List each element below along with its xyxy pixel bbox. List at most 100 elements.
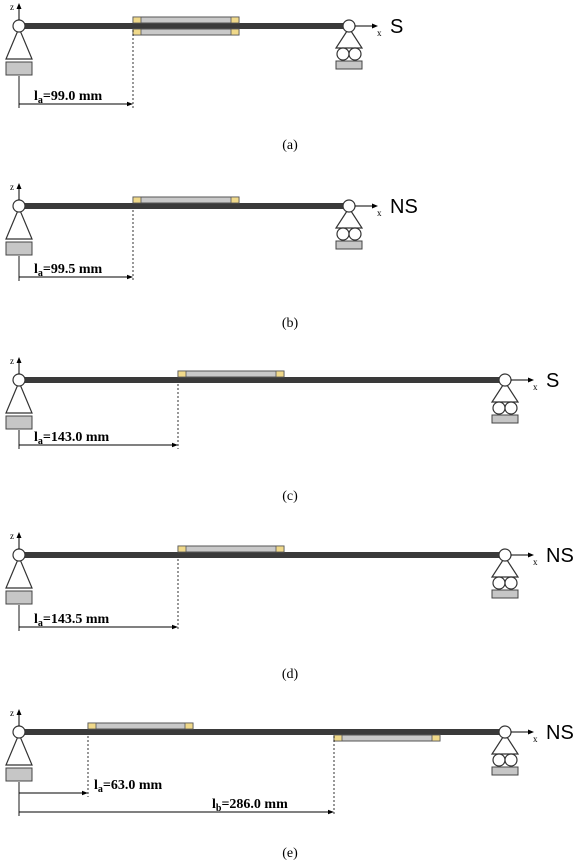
- patch-top: [132, 196, 240, 204]
- patch-bottom: [333, 734, 441, 742]
- panel-a: zx Sla=99.0 mm(a): [5, 2, 403, 153]
- dimension-arrowhead: [127, 274, 133, 280]
- pin-circle: [12, 19, 26, 33]
- ground-block: [491, 589, 519, 599]
- dimension-subscript: a: [38, 268, 43, 279]
- beam: [19, 552, 505, 558]
- patch-body: [177, 545, 285, 553]
- roller-circle: [504, 753, 518, 767]
- axes: zx: [10, 708, 538, 744]
- dimension-symbol: l: [34, 262, 38, 277]
- z-arrowhead: [16, 709, 22, 715]
- support-triangle: [5, 555, 33, 589]
- pin-circle: [498, 548, 512, 562]
- ground-block: [335, 60, 363, 70]
- support-triangle: [490, 555, 520, 578]
- roller-circle: [492, 576, 506, 590]
- dimension-arrowhead: [172, 442, 178, 448]
- patch-tab-right: [230, 28, 240, 36]
- roller-circle: [504, 401, 518, 415]
- support-triangle: [5, 26, 33, 60]
- x-arrowhead: [372, 203, 378, 209]
- panel-caption: (a): [282, 138, 298, 153]
- panel-caption: (b): [282, 316, 299, 331]
- roller-circle: [504, 576, 518, 590]
- ground-block: [5, 61, 33, 76]
- pin-support: [5, 548, 33, 605]
- ground-block: [491, 766, 519, 776]
- dimensions: la=143.0 mm: [18, 384, 179, 449]
- axes: zx: [10, 182, 382, 218]
- patch-tab-right: [184, 722, 194, 730]
- support-triangle: [5, 732, 33, 766]
- dimension-symbol: l: [94, 778, 98, 793]
- pin-circle: [342, 19, 356, 33]
- pin-support: [5, 373, 33, 430]
- axes: zx: [10, 531, 538, 567]
- dimension-value: =99.0 mm: [43, 89, 103, 104]
- pin-circle: [498, 725, 512, 739]
- x-arrowhead: [528, 729, 534, 735]
- pin-circle: [498, 373, 512, 387]
- dimension-value: =99.5 mm: [43, 262, 103, 277]
- roller-circle: [336, 227, 350, 241]
- z-axis-label: z: [10, 356, 14, 366]
- dimension-subscript: a: [98, 784, 103, 795]
- dimension-symbol: l: [212, 797, 216, 812]
- ground-block: [335, 240, 363, 250]
- patch-top: [177, 545, 285, 553]
- patch-tab-left: [132, 196, 142, 204]
- axes: zx: [10, 356, 538, 392]
- patch-bottom: [132, 28, 240, 36]
- x-axis-label: x: [377, 28, 382, 38]
- patch-tab-left: [132, 28, 142, 36]
- ground-block: [491, 414, 519, 424]
- dimension-value: =63.0 mm: [103, 778, 163, 793]
- boundary-condition-label: S: [546, 370, 559, 392]
- ground-block: [5, 767, 33, 782]
- beam: [19, 377, 505, 383]
- x-arrowhead: [528, 552, 534, 558]
- pin-circle: [12, 373, 26, 387]
- dimension-label-b: lb=286.0 mm: [212, 797, 288, 814]
- patch-body: [132, 196, 240, 204]
- support-triangle: [334, 206, 364, 229]
- dimension-arrowhead: [82, 790, 88, 796]
- dimension-value: =143.0 mm: [43, 430, 110, 445]
- dimension-label-a: la=99.5 mm: [34, 262, 103, 279]
- support-triangle: [490, 380, 520, 403]
- patch-tab-right: [275, 545, 285, 553]
- dimension-arrowhead: [127, 101, 133, 107]
- patch-tab-left: [177, 545, 187, 553]
- pin-circle: [342, 199, 356, 213]
- beam: [19, 729, 505, 735]
- ground-block: [5, 241, 33, 256]
- dimension-arrowhead: [328, 809, 334, 815]
- dimensions: la=99.0 mm: [18, 30, 134, 108]
- z-axis-label: z: [10, 2, 14, 12]
- x-axis-label: x: [533, 382, 538, 392]
- panel-b: zx NS la=99.5 mm (b): [5, 182, 418, 331]
- boundary-condition-label: NS: [390, 196, 418, 218]
- ground-block: [5, 590, 33, 605]
- patch-tab-left: [177, 370, 187, 378]
- patch-body: [132, 16, 240, 24]
- panel-caption: (e): [282, 846, 298, 861]
- support-triangle: [5, 206, 33, 240]
- beam: [19, 203, 349, 209]
- dimension-subscript: a: [38, 436, 43, 447]
- pin-circle: [12, 199, 26, 213]
- pin-circle: [12, 725, 26, 739]
- pin-support: [5, 199, 33, 256]
- patch-tab-left: [87, 722, 97, 730]
- support-triangle: [5, 380, 33, 414]
- patch-body: [333, 734, 441, 742]
- pin-support: [5, 725, 33, 782]
- roller-circle: [348, 47, 362, 61]
- x-axis-label: x: [533, 734, 538, 744]
- beam: [19, 23, 349, 29]
- dimension-symbol: l: [34, 612, 38, 627]
- roller-support: [490, 548, 520, 599]
